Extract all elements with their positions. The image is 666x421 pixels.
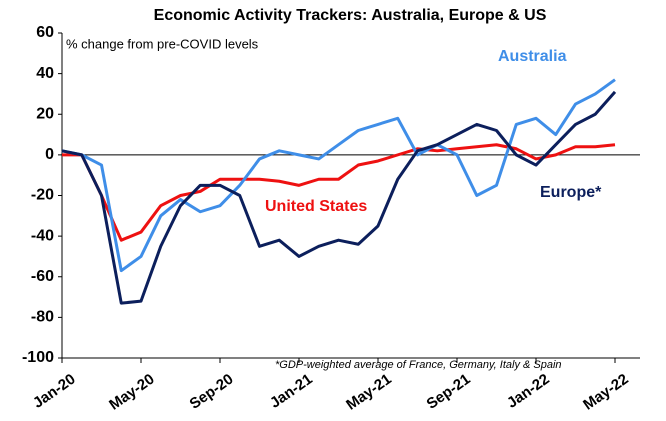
y-tick-label: -100	[22, 349, 54, 366]
annotation: % change from pre-COVID levels	[66, 36, 259, 51]
y-tick-label: -80	[31, 309, 54, 326]
y-tick-label: 0	[45, 146, 54, 163]
series-line	[61, 90, 617, 305]
legend-label: Europe*	[540, 184, 602, 201]
y-tick-label: 40	[36, 65, 54, 82]
x-tick-label: May-21	[343, 371, 394, 414]
x-tick-label: Jan-20	[30, 371, 79, 412]
x-tick-label: Jan-21	[267, 371, 316, 412]
legend-label: Australia	[498, 48, 567, 65]
x-tick-label: Sep-21	[424, 371, 474, 413]
y-tick-label: 60	[36, 24, 54, 41]
x-tick-label: May-20	[106, 371, 157, 414]
x-tick-label: Jan-22	[504, 371, 553, 412]
x-tick-label: May-22	[580, 371, 631, 414]
x-tick-label: Sep-20	[187, 371, 237, 413]
legend-label: United States	[265, 198, 367, 215]
y-tick-label: -60	[31, 268, 54, 285]
y-tick-label: 20	[36, 105, 54, 122]
chart-title: Economic Activity Trackers: Australia, E…	[154, 7, 547, 24]
y-tick-label: -40	[31, 227, 54, 244]
y-tick-label: -20	[31, 187, 54, 204]
series-line	[62, 143, 616, 242]
footnote: *GDP-weighted average of France, Germany…	[275, 359, 562, 371]
series-line	[61, 78, 616, 273]
